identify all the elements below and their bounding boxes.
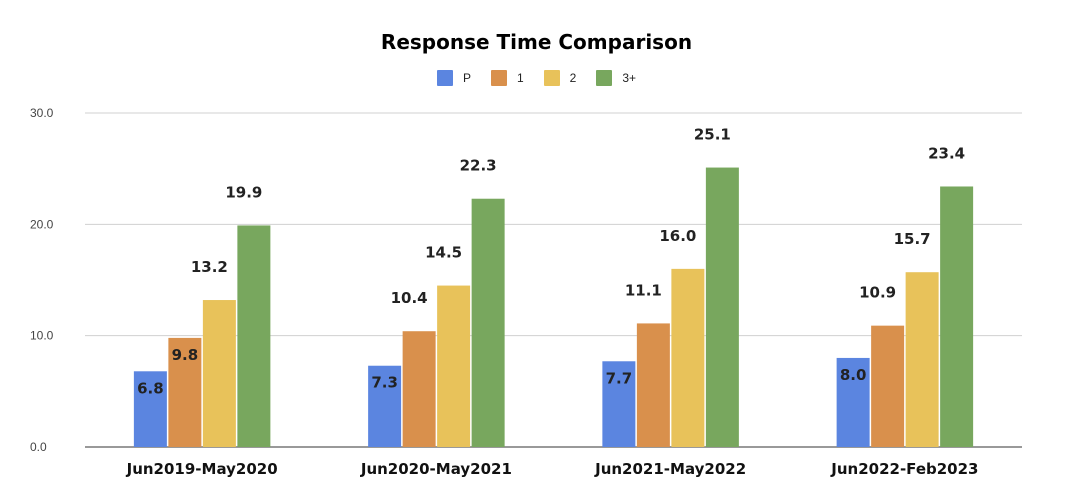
bar — [636, 323, 670, 447]
chart-title: Response Time Comparison — [380, 30, 693, 54]
bar — [168, 337, 202, 447]
legend-swatch — [490, 70, 507, 86]
y-tick-label: 10.0 — [30, 329, 54, 343]
legend-item: 1 — [490, 70, 524, 86]
data-label: 13.2 — [191, 258, 228, 276]
bar — [905, 272, 939, 447]
data-label: 19.9 — [225, 183, 262, 201]
data-label: 22.3 — [460, 157, 497, 175]
data-label: 7.3 — [371, 374, 398, 392]
bar — [871, 325, 905, 447]
data-label: 10.4 — [391, 289, 428, 307]
data-label: 25.1 — [694, 126, 731, 144]
x-tick-label: Jun2019-May2020 — [126, 460, 278, 478]
data-label: 23.4 — [928, 144, 965, 162]
data-label: 9.8 — [172, 346, 199, 364]
legend-item: 3+ — [596, 70, 636, 86]
bar — [402, 331, 436, 447]
data-label: 11.1 — [625, 281, 662, 299]
legend: P 1 2 3+ — [0, 70, 1073, 86]
bar — [940, 186, 974, 448]
bar — [202, 300, 236, 447]
legend-label: P — [462, 71, 471, 85]
y-tick-label: 0.0 — [30, 440, 47, 454]
bar — [705, 167, 739, 447]
data-label: 7.7 — [606, 369, 633, 387]
y-tick-label: 30.0 — [30, 106, 54, 120]
bar — [671, 268, 705, 447]
legend-swatch — [596, 70, 613, 86]
data-label: 10.9 — [859, 284, 896, 302]
x-tick-label: Jun2021-May2022 — [594, 460, 746, 478]
legend-label: 2 — [569, 71, 577, 85]
y-tick-label: 20.0 — [30, 217, 54, 231]
data-label: 6.8 — [137, 379, 164, 397]
x-tick-label: Jun2022-Feb2023 — [830, 460, 978, 478]
legend-label: 3+ — [622, 71, 637, 85]
bar — [237, 225, 271, 447]
bar — [836, 357, 870, 447]
legend-swatch — [436, 70, 453, 86]
bar — [368, 365, 402, 447]
legend-swatch — [543, 70, 560, 86]
bar — [602, 361, 636, 447]
legend-item: P — [436, 70, 471, 86]
x-tick-label: Jun2020-May2021 — [360, 460, 512, 478]
data-label: 16.0 — [659, 227, 696, 245]
data-label: 14.5 — [425, 244, 462, 262]
legend-item: 2 — [543, 70, 577, 86]
data-label: 15.7 — [894, 230, 931, 248]
data-label: 8.0 — [840, 366, 867, 384]
bar — [437, 285, 471, 447]
bar — [471, 198, 505, 447]
bar — [133, 371, 167, 447]
legend-label: 1 — [516, 71, 524, 85]
